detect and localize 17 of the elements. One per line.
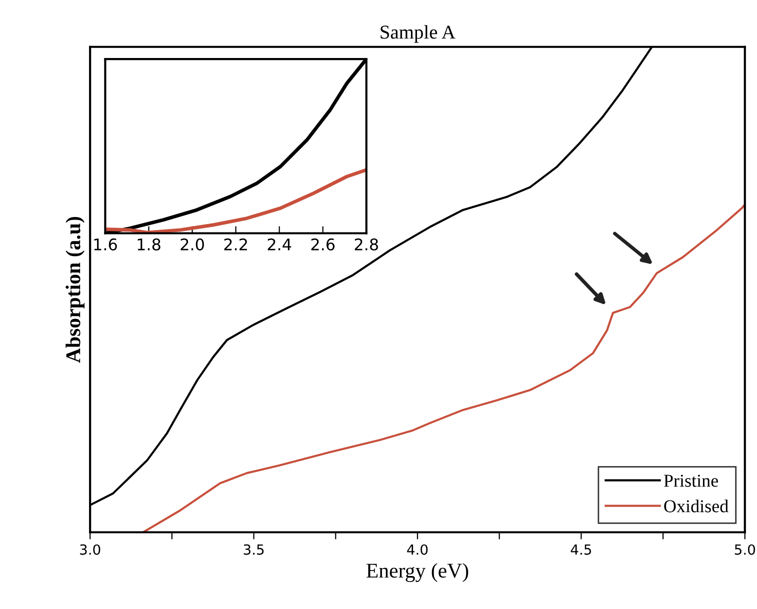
x-tick-label: 2.4 (268, 238, 292, 250)
x-tick-label: 1.8 (138, 238, 160, 250)
x-tick-label: 4.5 (570, 544, 592, 555)
y-axis-title: Absorption (a.u) (66, 216, 85, 363)
x-axis-title: Energy (eV) (366, 563, 468, 582)
x-tick-label: 2.6 (311, 238, 335, 250)
x-tick-label: 2.0 (180, 238, 204, 250)
x-tick-label: 2.8 (354, 238, 378, 250)
legend-label: Oxidised (664, 500, 728, 512)
x-tick-label: 4.0 (407, 544, 428, 555)
x-tick-label: 1.6 (94, 238, 117, 250)
x-tick-label: 5.0 (734, 544, 756, 555)
x-tick-label: 3.5 (244, 544, 264, 555)
x-tick-label: 2.2 (224, 238, 247, 250)
chart-title: Sample A (380, 25, 456, 43)
legend-label: Pristine (664, 474, 718, 487)
x-tick-label: 3.0 (80, 544, 100, 555)
